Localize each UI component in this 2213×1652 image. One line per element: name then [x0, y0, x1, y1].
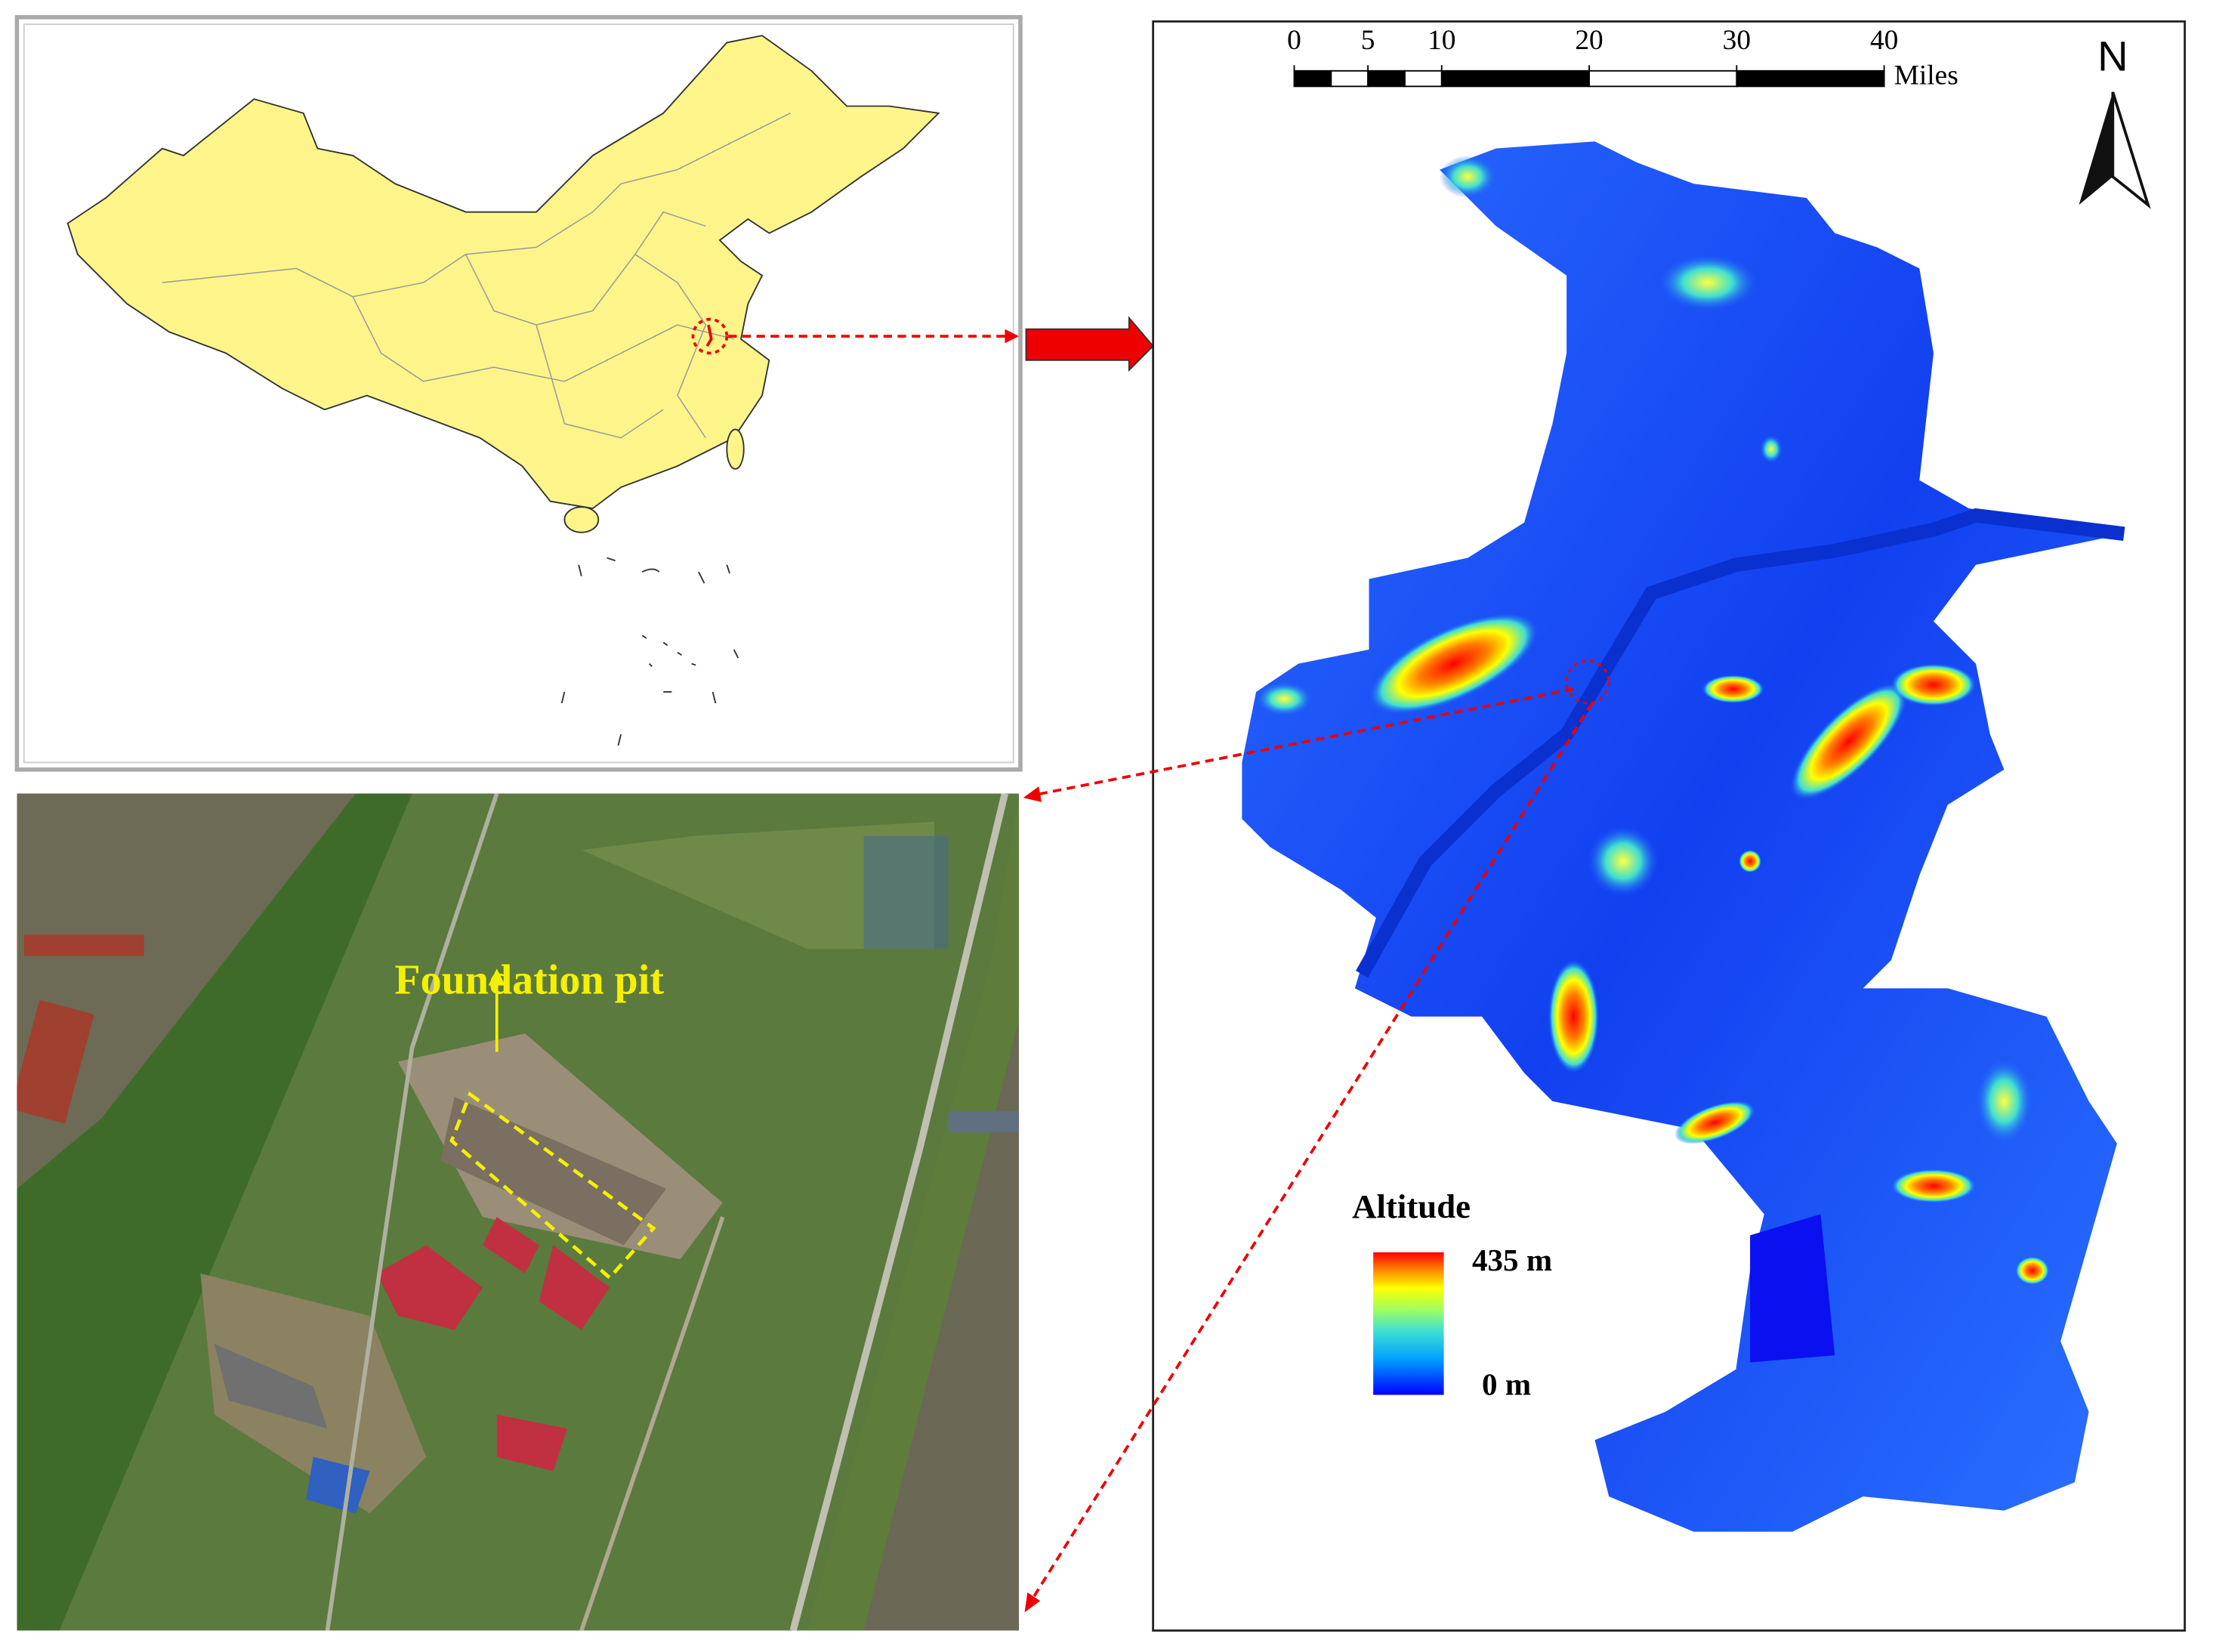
river [1356, 508, 2125, 978]
pit-outline [449, 1091, 656, 1280]
dem-panel [1152, 20, 2187, 1632]
taiwan [726, 428, 745, 470]
study-area-circle [691, 317, 729, 355]
connector-line [1029, 702, 1594, 1604]
scale-segment [1293, 69, 1332, 88]
annotation: Foundation pit [394, 957, 664, 1004]
dem-highlands [1256, 155, 2050, 1285]
panel-frame-inner [23, 23, 1014, 764]
study-area-mark [705, 324, 713, 347]
pointer-head [488, 968, 505, 986]
hainan [563, 506, 600, 533]
china-outline [66, 35, 940, 510]
north-arrow: N [2079, 32, 2151, 209]
china-panel [14, 14, 1023, 772]
scale-label: 10 [1427, 25, 1455, 56]
scale-bar: Miles 0 5 10 20 30 40 [1287, 25, 1958, 91]
scale-segment [1330, 69, 1369, 88]
legend-title: Altitude [1352, 1187, 1471, 1225]
scale-label: 20 [1575, 25, 1603, 56]
scale-segment [1736, 69, 1885, 88]
scale-segment [1404, 69, 1443, 88]
scale-label: 5 [1361, 25, 1375, 56]
connector-head [1023, 786, 1042, 802]
province-lines [162, 113, 791, 439]
connector-head [1024, 1592, 1041, 1613]
scale-segment [1588, 69, 1738, 88]
south-sea-islands [560, 557, 739, 746]
lake [1750, 1214, 1835, 1363]
north-label: N [2097, 32, 2128, 80]
scale-label: 0 [1287, 25, 1301, 56]
connector-head [1005, 329, 1020, 344]
scale-label: 40 [1870, 25, 1898, 56]
color-bar [1373, 1252, 1444, 1395]
legend-min: 0 m [1482, 1367, 1531, 1402]
site-circle [1565, 659, 1610, 705]
legend-max: 435 m [1472, 1243, 1552, 1277]
big-arrow [1025, 316, 1154, 372]
connector-line [1034, 687, 1574, 797]
scale-segment [1367, 69, 1406, 88]
scale-label: 30 [1723, 25, 1751, 56]
legend: Altitude 435 m 0 m [1352, 1187, 1552, 1402]
scale-unit: Miles [1894, 60, 1958, 91]
scale-segment [1440, 69, 1591, 88]
satellite-image [17, 793, 1020, 1631]
satellite-panel: Foundation pit [17, 793, 1020, 1631]
